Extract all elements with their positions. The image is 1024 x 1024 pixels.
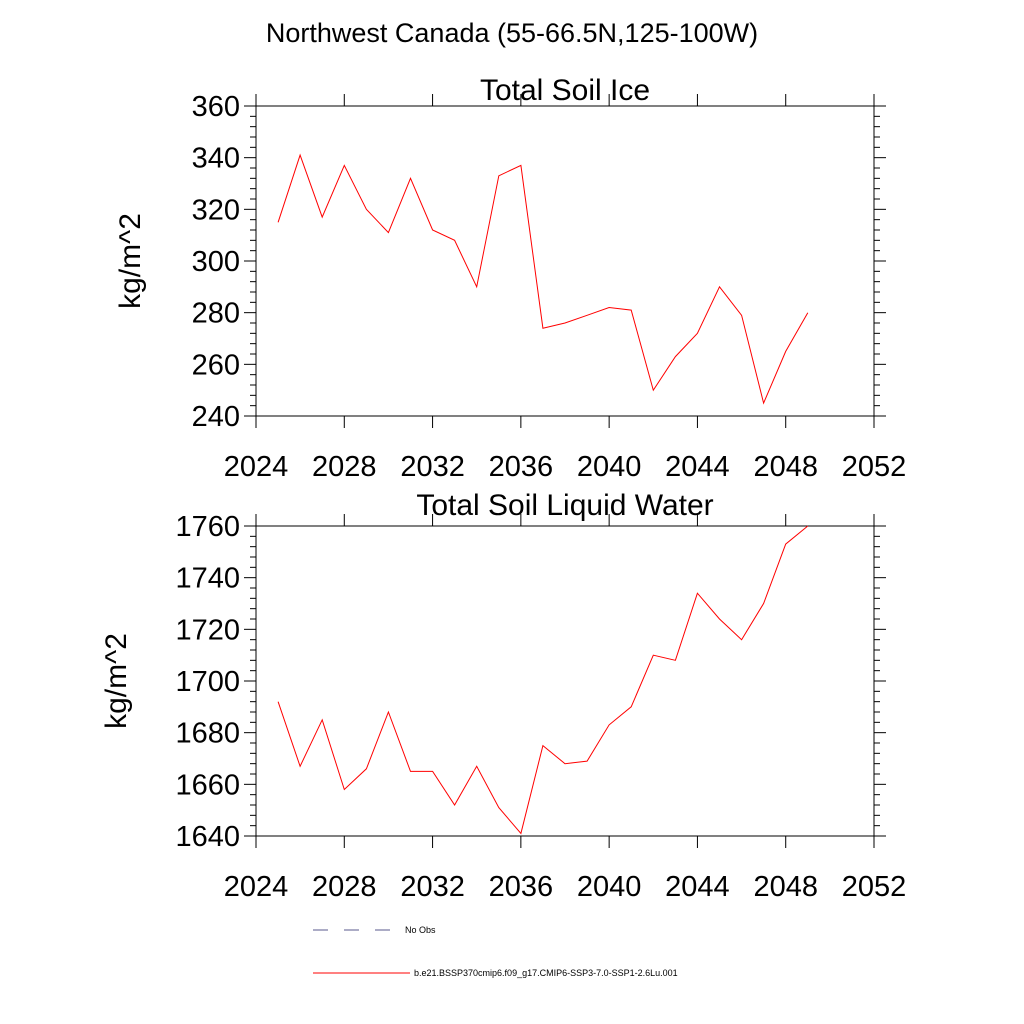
y-tick-label: 1660 <box>175 769 240 801</box>
x-tick-label: 2028 <box>312 451 377 483</box>
x-tick-label: 2048 <box>753 871 818 903</box>
y-tick-label: 340 <box>192 143 240 175</box>
x-tick-label: 2024 <box>224 871 289 903</box>
y-tick-label: 260 <box>192 349 240 381</box>
x-tick-label: 2024 <box>224 451 289 483</box>
y-tick-label: 1740 <box>175 563 240 595</box>
x-tick-label: 2036 <box>489 871 554 903</box>
x-tick-label: 2052 <box>842 871 907 903</box>
x-tick-label: 2048 <box>753 451 818 483</box>
y-tick-label: 1700 <box>175 666 240 698</box>
x-tick-label: 2044 <box>665 871 730 903</box>
x-tick-label: 2032 <box>400 871 465 903</box>
x-tick-label: 2040 <box>577 871 642 903</box>
y-axis-label: kg/m^2 <box>100 633 133 729</box>
y-tick-label: 1760 <box>175 511 240 543</box>
y-tick-label: 1680 <box>175 718 240 750</box>
y-tick-label: 300 <box>192 246 240 278</box>
panel-total-soil-liquid-water: Total Soil Liquid Water 1640 1660 1680 1700 1… <box>100 489 906 903</box>
chart-title: Total Soil Ice <box>480 74 650 107</box>
page-title: Northwest Canada (55-66.5N,125-100W) <box>266 18 758 48</box>
x-tick-label: 2052 <box>842 451 907 483</box>
y-tick-label: 360 <box>192 91 240 123</box>
x-tick-label: 2040 <box>577 451 642 483</box>
x-tick-label: 2036 <box>489 451 554 483</box>
plot-frame <box>255 525 875 837</box>
y-tick-label: 1640 <box>175 821 240 853</box>
y-tick-label: 1720 <box>175 614 240 646</box>
x-tick-label: 2028 <box>312 871 377 903</box>
plot-frame <box>255 105 875 417</box>
legend: No Obs b.e21.BSSP370cmip6.f09_g17.CMIP6-… <box>313 925 678 978</box>
series-line <box>277 525 809 835</box>
y-axis-label: kg/m^2 <box>114 213 147 309</box>
panel-total-soil-ice: Total Soil Ice 240 260 280 300 320 340 360 2024 2… <box>114 74 906 483</box>
legend-model-label: b.e21.BSSP370cmip6.f09_g17.CMIP6-SSP3-7.… <box>414 968 678 978</box>
series-line <box>277 153 809 405</box>
y-tick-label: 320 <box>192 194 240 226</box>
chart-title: Total Soil Liquid Water <box>416 489 713 522</box>
y-tick-label: 280 <box>192 298 240 330</box>
y-tick-label: 240 <box>192 401 240 433</box>
x-tick-label: 2032 <box>400 451 465 483</box>
x-tick-label: 2044 <box>665 451 730 483</box>
legend-obs-label: No Obs <box>405 925 436 935</box>
